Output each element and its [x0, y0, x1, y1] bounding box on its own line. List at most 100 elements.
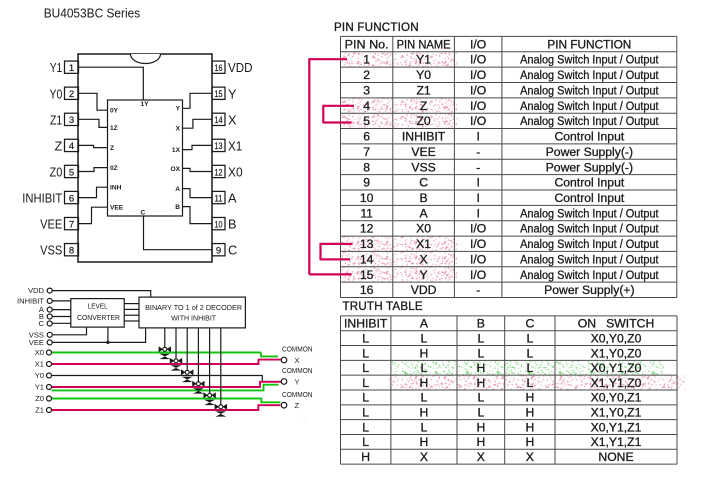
svg-text:I/O: I/O [470, 237, 486, 251]
svg-text:L: L [477, 391, 484, 405]
svg-text:NONE: NONE [598, 450, 633, 464]
svg-text:Analog Switch Input / Output: Analog Switch Input / Output [520, 237, 659, 251]
svg-text:Y0: Y0 [50, 86, 63, 101]
svg-text:1X: 1X [172, 147, 181, 154]
svg-text:1Z: 1Z [110, 125, 118, 132]
svg-text:H: H [525, 435, 534, 449]
svg-text:VSS: VSS [40, 243, 62, 258]
svg-text:X1,Y1,Z1: X1,Y1,Z1 [591, 435, 642, 449]
svg-text:INHIBIT: INHIBIT [344, 317, 388, 331]
svg-text:L: L [526, 346, 533, 360]
svg-text:C: C [39, 319, 45, 328]
svg-text:X: X [295, 356, 300, 365]
svg-text:VDD: VDD [28, 286, 45, 295]
svg-text:PIN No.: PIN No. [345, 37, 389, 51]
svg-text:15: 15 [215, 89, 223, 100]
svg-text:X0: X0 [228, 164, 243, 179]
svg-text:6: 6 [363, 130, 370, 144]
svg-text:Analog Switch Input / Output: Analog Switch Input / Output [520, 222, 659, 236]
svg-text:L: L [421, 391, 428, 405]
svg-text:INHIBIT: INHIBIT [17, 297, 44, 306]
svg-text:H: H [525, 420, 534, 434]
svg-text:10: 10 [360, 191, 374, 205]
svg-text:X: X [477, 450, 485, 464]
svg-text:L: L [526, 376, 533, 390]
svg-text:X0,Y0,Z1: X0,Y0,Z1 [591, 391, 642, 405]
svg-text:9: 9 [363, 176, 370, 190]
svg-text:Y: Y [420, 268, 428, 282]
svg-text:-: - [476, 145, 480, 159]
svg-text:4: 4 [69, 141, 74, 152]
svg-text:L: L [477, 331, 484, 345]
svg-text:H: H [420, 435, 429, 449]
svg-text:OX: OX [170, 166, 180, 173]
svg-text:L: L [362, 331, 369, 345]
svg-text:L: L [421, 331, 428, 345]
svg-text:VEE: VEE [29, 338, 44, 347]
svg-text:A: A [228, 191, 237, 206]
svg-text:Control Input: Control Input [554, 130, 624, 144]
svg-text:I/O: I/O [470, 99, 486, 113]
svg-text:Control Input: Control Input [554, 191, 624, 205]
svg-text:PIN FUNCTION: PIN FUNCTION [334, 21, 419, 34]
svg-text:X0: X0 [416, 222, 431, 236]
svg-text:Z0: Z0 [35, 394, 44, 403]
svg-text:Analog Switch Input / Output: Analog Switch Input / Output [520, 206, 659, 220]
svg-text:Analog Switch Input / Output: Analog Switch Input / Output [520, 252, 659, 266]
svg-text:Analog Switch Input / Output: Analog Switch Input / Output [520, 114, 659, 128]
svg-text:Y1: Y1 [35, 383, 44, 392]
svg-text:L: L [362, 346, 369, 360]
svg-text:Z: Z [54, 138, 62, 153]
svg-text:COMMON: COMMON [282, 390, 313, 399]
svg-text:B: B [39, 312, 44, 321]
svg-text:Power Supply(-): Power Supply(-) [546, 160, 633, 174]
svg-text:L: L [362, 420, 369, 434]
svg-text:2: 2 [69, 89, 74, 100]
svg-text:Z0: Z0 [50, 164, 63, 179]
svg-text:Z0: Z0 [416, 114, 430, 128]
svg-text:16: 16 [215, 63, 223, 74]
svg-text:L: L [421, 361, 428, 375]
svg-text:I/O: I/O [470, 83, 486, 97]
svg-text:INH: INH [110, 185, 122, 192]
svg-text:H: H [420, 346, 429, 360]
svg-text:X1: X1 [35, 360, 44, 369]
svg-text:Analog Switch Input / Output: Analog Switch Input / Output [520, 83, 659, 97]
svg-text:12: 12 [215, 167, 223, 178]
svg-text:Y1: Y1 [50, 60, 63, 75]
svg-text:X: X [228, 112, 237, 127]
svg-text:X1,Y0,Z0: X1,Y0,Z0 [591, 346, 642, 360]
svg-text:3: 3 [69, 115, 74, 126]
svg-text:7: 7 [69, 219, 74, 230]
svg-text:11: 11 [360, 206, 373, 220]
svg-text:H: H [476, 420, 485, 434]
svg-text:L: L [526, 361, 533, 375]
svg-text:I/O: I/O [470, 222, 486, 236]
svg-text:H: H [420, 376, 429, 390]
svg-text:H: H [476, 361, 485, 375]
svg-text:13: 13 [215, 141, 223, 152]
svg-text:8: 8 [69, 245, 74, 256]
svg-text:9: 9 [216, 245, 221, 256]
svg-text:I/O: I/O [470, 114, 486, 128]
svg-text:Analog Switch Input / Output: Analog Switch Input / Output [520, 53, 659, 67]
svg-text:C: C [228, 243, 237, 258]
svg-text:11: 11 [215, 193, 223, 204]
svg-text:BU4053BC Series: BU4053BC Series [44, 6, 141, 21]
svg-text:Power Supply(-): Power Supply(-) [546, 145, 633, 159]
svg-text:Z1: Z1 [50, 112, 62, 127]
svg-text:I: I [476, 191, 479, 205]
svg-text:L: L [362, 376, 369, 390]
svg-text:15: 15 [360, 268, 374, 282]
svg-text:VEE: VEE [40, 217, 62, 232]
svg-text:PIN NAME: PIN NAME [397, 37, 451, 51]
svg-text:B: B [420, 191, 428, 205]
svg-text:B: B [477, 317, 485, 331]
svg-text:Z1: Z1 [35, 406, 44, 415]
svg-text:X0,Y1,Z0: X0,Y1,Z0 [591, 361, 642, 375]
svg-text:Y: Y [176, 106, 181, 113]
svg-text:1: 1 [69, 63, 74, 74]
svg-text:VSS: VSS [29, 330, 44, 339]
svg-text:A: A [175, 186, 180, 193]
svg-text:BINARY TO 1 of 2 DECODER: BINARY TO 1 of 2 DECODER [145, 303, 242, 312]
